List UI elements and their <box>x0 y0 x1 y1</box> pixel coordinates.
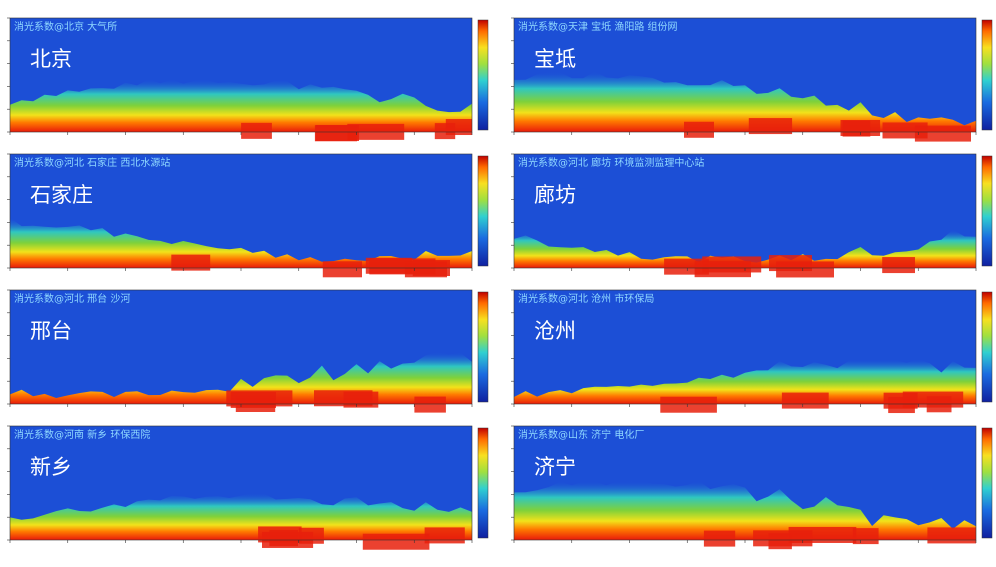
plot-background <box>514 154 976 268</box>
aerosol-layer <box>514 480 976 540</box>
colorbar <box>981 291 993 403</box>
high-extinction <box>753 530 813 547</box>
high-extinction <box>842 120 871 137</box>
panel-title: 消光系数@北京 大气所 <box>14 20 117 33</box>
high-extinction <box>424 527 465 544</box>
panel-title: 消光系数@河北 沧州 市环保局 <box>518 292 654 305</box>
aerosol-layer <box>514 359 976 404</box>
aerosol-layer <box>10 492 472 540</box>
colorbar <box>477 155 489 267</box>
high-extinction <box>748 118 793 135</box>
high-extinction <box>315 124 359 141</box>
high-extinction <box>914 125 971 142</box>
high-extinction <box>343 391 379 408</box>
high-extinction <box>445 119 472 136</box>
city-label: 北京 <box>30 47 72 71</box>
high-extinction <box>927 527 976 544</box>
panel-title: 消光系数@河北 廊坊 环境监测监理中心站 <box>518 156 704 169</box>
high-extinction <box>902 391 964 408</box>
high-extinction <box>322 261 362 278</box>
city-label: 邢台 <box>30 319 72 343</box>
aerosol-layer <box>10 79 472 132</box>
high-extinction <box>171 254 211 271</box>
high-extinction <box>781 392 829 409</box>
panel-title: 消光系数@河北 石家庄 西北水源站 <box>14 156 170 169</box>
colorbar <box>477 427 489 539</box>
high-extinction <box>258 526 302 543</box>
city-label: 沧州 <box>534 319 576 343</box>
panel-title: 消光系数@河北 邢台 沙河 <box>14 292 130 305</box>
high-extinction <box>241 122 272 139</box>
high-extinction <box>882 257 915 274</box>
high-extinction <box>684 121 714 138</box>
high-extinction <box>852 528 879 545</box>
city-label: 廊坊 <box>534 183 576 207</box>
aerosol-layer <box>514 71 976 132</box>
high-extinction <box>660 396 717 413</box>
city-label: 石家庄 <box>30 183 93 207</box>
city-label: 济宁 <box>534 455 576 479</box>
high-extinction <box>703 530 736 547</box>
high-extinction <box>414 396 446 413</box>
high-extinction <box>776 261 834 278</box>
colorbar <box>477 19 489 131</box>
panel-title: 消光系数@山东 济宁 电化厂 <box>518 428 644 441</box>
colorbar <box>981 155 993 267</box>
colorbar <box>981 427 993 539</box>
city-label: 新乡 <box>30 455 72 479</box>
city-label: 宝坻 <box>534 47 576 71</box>
high-extinction <box>694 261 751 278</box>
high-extinction <box>226 390 293 407</box>
high-extinction <box>362 533 430 550</box>
aerosol-layer <box>10 217 472 268</box>
panel-title: 消光系数@天津 宝坻 渔阳路 组份网 <box>518 20 678 33</box>
aerosol-layer <box>514 229 976 268</box>
colorbar <box>477 291 489 403</box>
colorbar <box>981 19 993 131</box>
panel-title: 消光系数@河南 新乡 环保西院 <box>14 428 150 441</box>
